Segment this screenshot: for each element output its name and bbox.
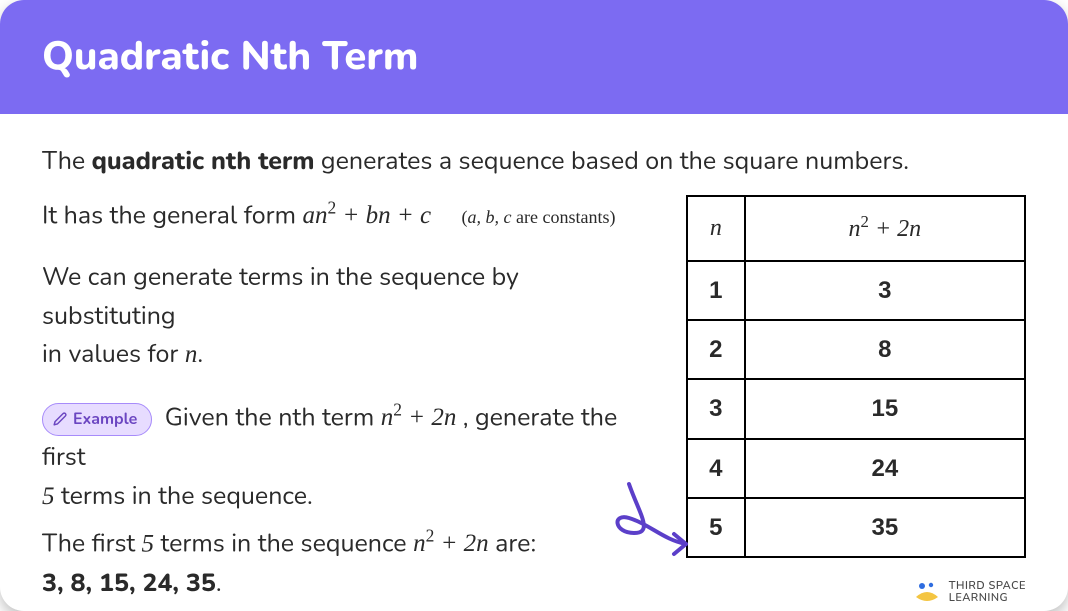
sequence-table: n n2 + 2n 13 28 315 424 535 — [686, 195, 1026, 558]
general-form-line: It has the general form an2 + bn + c (a,… — [42, 195, 652, 236]
example-line2-rest: terms in the sequence. — [55, 479, 313, 513]
intro-bold-term: quadratic nth term — [92, 144, 315, 178]
gen-line2-pre: in values for — [42, 337, 185, 371]
right-column: n n2 + 2n 13 28 315 424 535 — [686, 195, 1026, 558]
form-prefix: It has the general form — [42, 198, 302, 232]
answer-post: are: — [489, 526, 537, 560]
constants-note: (a, b, c are constants) — [462, 207, 616, 227]
answer-dot: . — [216, 566, 222, 600]
pencil-icon — [53, 412, 67, 426]
answer-pre: The first — [42, 526, 142, 560]
answer-result: 3, 8, 15, 24, 35 — [42, 566, 216, 600]
answer-formula: n2 + 2n — [413, 530, 489, 557]
content-row: It has the general form an2 + bn + c (a,… — [42, 195, 1026, 603]
lesson-card: Quadratic Nth Term The quadratic nth ter… — [0, 0, 1068, 611]
example-formula: n2 + 2n — [381, 404, 457, 431]
table-row: 13 — [687, 261, 1025, 320]
left-column: It has the general form an2 + bn + c (a,… — [42, 195, 652, 603]
example-badge-label: Example — [73, 407, 137, 432]
example-pre: Given the nth term — [165, 400, 381, 434]
logo-line2: LEARNING — [949, 592, 1026, 604]
example-paragraph: Example Given the nth term n2 + 2n , gen… — [42, 397, 652, 517]
brand-logo: THIRD SPACE LEARNING — [913, 580, 1026, 604]
col-n-header: n — [687, 196, 745, 261]
table-row: 315 — [687, 379, 1025, 438]
logo-text: THIRD SPACE LEARNING — [949, 580, 1026, 604]
table-header-row: n n2 + 2n — [687, 196, 1025, 261]
card-header: Quadratic Nth Term — [0, 0, 1068, 114]
gen-line2-post: . — [197, 337, 203, 371]
gen-line1: We can generate terms in the sequence by… — [42, 260, 519, 333]
example-badge: Example — [42, 403, 152, 436]
table-row: 424 — [687, 439, 1025, 498]
page-title: Quadratic Nth Term — [42, 30, 418, 84]
intro-lead: The — [42, 144, 92, 178]
table-row: 535 — [687, 498, 1025, 557]
intro-paragraph: The quadratic nth term generates a seque… — [42, 142, 1026, 181]
answer-five: 5 — [142, 530, 155, 557]
example-five: 5 — [42, 483, 55, 510]
answer-paragraph: The first 5 terms in the sequence n2 + 2… — [42, 523, 652, 603]
var-n: n — [185, 341, 198, 368]
logo-mark-icon — [913, 581, 941, 603]
card-body: The quadratic nth term generates a seque… — [0, 114, 1068, 611]
table-row: 28 — [687, 320, 1025, 379]
answer-mid: terms in the sequence — [154, 526, 413, 560]
generate-paragraph: We can generate terms in the sequence by… — [42, 258, 652, 375]
col-formula-header: n2 + 2n — [745, 196, 1025, 261]
intro-rest: generates a sequence based on the square… — [314, 144, 909, 178]
formula-an2bn-c: an2 + bn + c — [302, 202, 431, 229]
